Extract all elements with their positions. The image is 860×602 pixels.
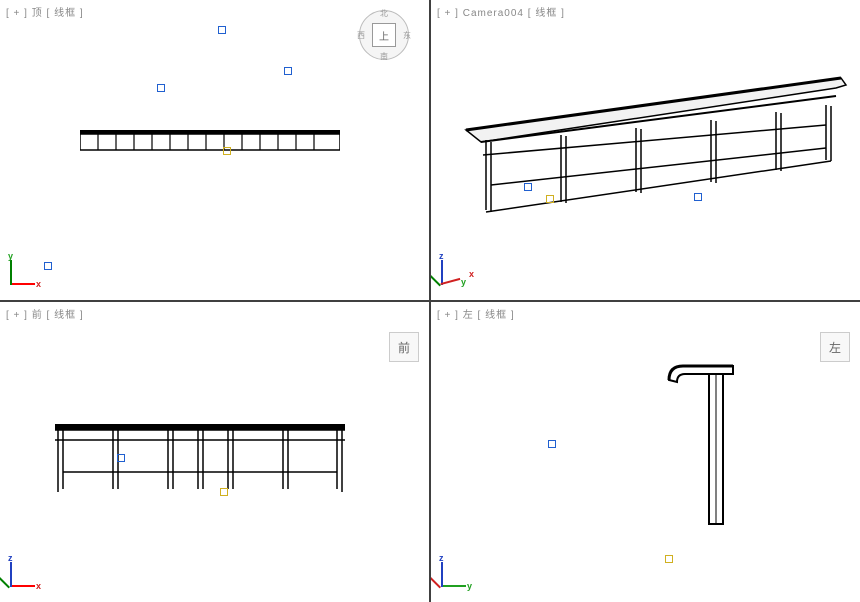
blue-marker[interactable] (157, 84, 165, 92)
viewcube[interactable]: 上 北 南 东 西 (359, 10, 409, 60)
nav-front-button[interactable]: 前 (389, 332, 419, 362)
blue-marker[interactable] (548, 440, 556, 448)
model-perspective-view (461, 70, 851, 220)
viewport-top[interactable]: [ + ] 顶 [ 线框 ] 上 北 南 东 西 (0, 0, 429, 300)
viewport-label-top[interactable]: [ + ] 顶 [ 线框 ] (6, 4, 84, 19)
model-left-view (661, 362, 741, 532)
axis-gizmo-front: x z (10, 547, 50, 587)
blue-marker[interactable] (524, 183, 532, 191)
blue-marker[interactable] (218, 26, 226, 34)
blue-marker[interactable] (284, 67, 292, 75)
viewport-front[interactable]: [ + ] 前 [ 线框 ] 前 x z (0, 302, 429, 602)
model-top-view (80, 130, 340, 154)
axis-gizmo-persp: z y x (441, 245, 481, 285)
viewport-left[interactable]: [ + ] 左 [ 线框 ] 左 y z (431, 302, 860, 602)
model-front-view (55, 424, 345, 496)
yellow-marker[interactable] (220, 488, 228, 496)
viewport-perspective[interactable]: [ + ] Camera004 [ 线框 ] (431, 0, 860, 300)
viewport-label-persp[interactable]: [ + ] Camera004 [ 线框 ] (437, 4, 565, 19)
axis-gizmo-top: x y (10, 245, 50, 285)
viewport-label-front[interactable]: [ + ] 前 [ 线框 ] (6, 306, 84, 321)
viewport-label-left[interactable]: [ + ] 左 [ 线框 ] (437, 306, 515, 321)
blue-marker[interactable] (694, 193, 702, 201)
yellow-marker[interactable] (223, 147, 231, 155)
viewcube-face[interactable]: 上 (372, 23, 396, 47)
yellow-marker[interactable] (546, 195, 554, 203)
blue-marker[interactable] (117, 454, 125, 462)
yellow-marker[interactable] (665, 555, 673, 563)
viewport-grid: [ + ] 顶 [ 线框 ] 上 北 南 东 西 (0, 0, 860, 602)
axis-gizmo-left: y z (441, 547, 481, 587)
nav-left-button[interactable]: 左 (820, 332, 850, 362)
